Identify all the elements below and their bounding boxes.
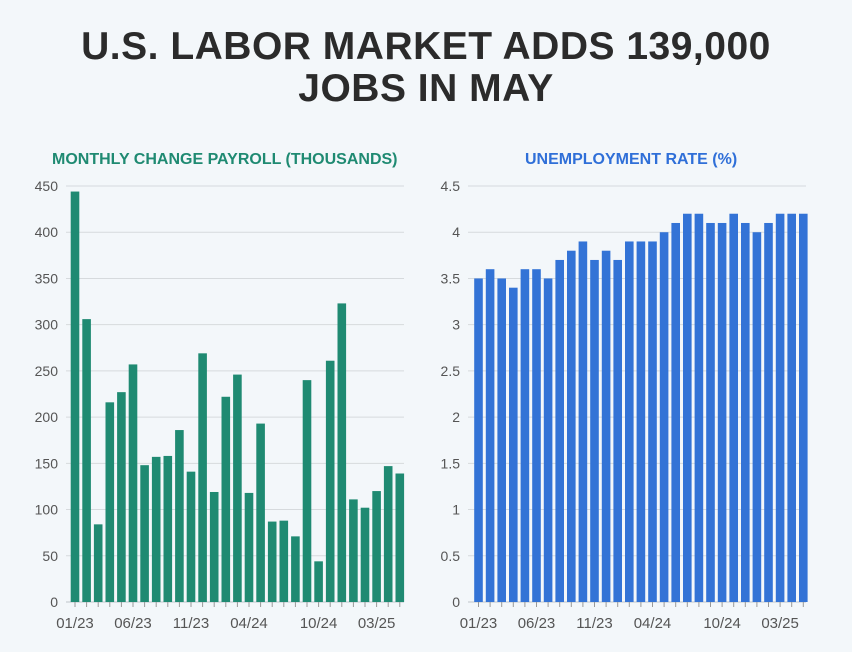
payroll-bar bbox=[383, 466, 393, 602]
payroll-ytick-label: 350 bbox=[35, 270, 59, 286]
unemployment-bar bbox=[578, 241, 588, 602]
unemployment-ytick-label: 3.5 bbox=[441, 270, 461, 286]
payroll-bar bbox=[82, 319, 91, 602]
unemployment-chart-title: UNEMPLOYMENT RATE (%) bbox=[525, 151, 738, 168]
unemployment-xtick-label: 04/24 bbox=[634, 615, 672, 632]
payroll-bar bbox=[70, 191, 80, 602]
unemployment-ytick-label: 0.5 bbox=[441, 548, 461, 564]
unemployment-bar bbox=[613, 259, 622, 602]
unemployment-xtick-label: 01/23 bbox=[460, 615, 498, 632]
payroll-bar bbox=[360, 507, 370, 602]
unemployment-bar bbox=[636, 241, 646, 602]
unemployment-ytick-label: 4.5 bbox=[441, 178, 461, 194]
payroll-bar bbox=[372, 491, 381, 602]
main-title-line2: JOBS IN MAY bbox=[298, 67, 554, 110]
payroll-bar bbox=[151, 456, 161, 602]
unemployment-bar bbox=[648, 241, 657, 602]
payroll-xtick-label: 06/23 bbox=[114, 615, 152, 632]
unemployment-bar bbox=[683, 213, 692, 602]
unemployment-xtick-label: 11/23 bbox=[576, 615, 612, 632]
unemployment-bar bbox=[509, 287, 518, 602]
payroll-bar bbox=[105, 402, 115, 602]
unemployment-bar bbox=[625, 241, 634, 602]
unemployment-bar bbox=[671, 222, 680, 602]
payroll-bar bbox=[209, 491, 219, 602]
payroll-bar bbox=[117, 392, 126, 602]
unemployment-bar bbox=[694, 213, 704, 602]
payroll-bar bbox=[140, 465, 149, 602]
payroll-bar bbox=[198, 353, 207, 602]
payroll-bar bbox=[291, 536, 300, 602]
payroll-xtick-label: 04/24 bbox=[230, 615, 268, 632]
unemployment-ytick-label: 0 bbox=[452, 594, 460, 610]
payroll-ytick-label: 100 bbox=[35, 502, 59, 518]
payroll-ytick-label: 150 bbox=[35, 455, 59, 471]
payroll-bar bbox=[395, 473, 405, 602]
payroll-ytick-label: 0 bbox=[50, 594, 58, 610]
unemployment-xtick-label: 03/25 bbox=[761, 615, 799, 632]
unemployment-bar bbox=[717, 222, 727, 602]
unemployment-bar bbox=[474, 278, 483, 602]
unemployment-bar bbox=[485, 269, 495, 602]
unemployment-bar bbox=[775, 213, 785, 602]
unemployment-bar bbox=[555, 259, 564, 602]
payroll-ytick-label: 250 bbox=[35, 363, 59, 379]
unemployment-ytick-label: 2.5 bbox=[441, 363, 461, 379]
payroll-ytick-label: 200 bbox=[35, 409, 59, 425]
unemployment-ytick-label: 1.5 bbox=[441, 455, 461, 471]
main-title: U.S. LABOR MARKET ADDS 139,000 JOBS IN M… bbox=[0, 26, 852, 110]
payroll-ytick-label: 50 bbox=[42, 548, 58, 564]
payroll-bar bbox=[325, 360, 335, 602]
unemployment-ytick-label: 3 bbox=[452, 317, 460, 333]
payroll-xtick-label: 11/23 bbox=[173, 615, 209, 632]
unemployment-bar bbox=[532, 269, 541, 602]
payroll-chart-title: MONTHLY CHANGE PAYROLL (THOUSANDS) bbox=[52, 151, 398, 168]
unemployment-bar bbox=[659, 232, 669, 602]
main-title-line1: U.S. LABOR MARKET ADDS 139,000 bbox=[81, 25, 771, 68]
unemployment-bar bbox=[520, 269, 530, 602]
unemployment-bar bbox=[706, 222, 715, 602]
payroll-bar bbox=[175, 430, 184, 602]
payroll-bar bbox=[186, 471, 196, 602]
payroll-ytick-label: 400 bbox=[35, 224, 59, 240]
unemployment-bar bbox=[799, 213, 808, 602]
payroll-bar bbox=[128, 364, 138, 602]
unemployment-bar bbox=[567, 250, 576, 602]
unemployment-ytick-label: 4 bbox=[452, 224, 460, 240]
unemployment-bar bbox=[752, 232, 762, 602]
payroll-bar bbox=[244, 492, 254, 602]
payroll-xtick-label: 01/23 bbox=[56, 615, 94, 632]
payroll-bar bbox=[349, 499, 358, 602]
payroll-bar bbox=[163, 455, 173, 602]
payroll-bar bbox=[256, 423, 265, 602]
unemployment-bar bbox=[787, 213, 796, 602]
unemployment-bar bbox=[601, 250, 611, 602]
payroll-xtick-label: 03/25 bbox=[358, 615, 396, 632]
payroll-ytick-label: 300 bbox=[35, 317, 59, 333]
unemployment-ytick-label: 1 bbox=[452, 502, 460, 518]
unemployment-ytick-label: 2 bbox=[452, 409, 460, 425]
payroll-ytick-label: 450 bbox=[35, 178, 59, 194]
unemployment-xtick-label: 10/24 bbox=[703, 615, 741, 632]
unemployment-xtick-label: 06/23 bbox=[518, 615, 556, 632]
payroll-bar bbox=[267, 521, 277, 602]
payroll-bar bbox=[93, 524, 103, 602]
unemployment-bar bbox=[497, 278, 506, 602]
unemployment-bar bbox=[764, 222, 773, 602]
unemployment-bar bbox=[543, 278, 553, 602]
unemployment-bar bbox=[590, 259, 599, 602]
payroll-xtick-label: 10/24 bbox=[300, 615, 338, 632]
unemployment-bar bbox=[729, 213, 738, 602]
payroll-bar bbox=[233, 374, 242, 602]
payroll-bar bbox=[314, 561, 323, 602]
payroll-bar bbox=[337, 303, 347, 602]
payroll-bar bbox=[279, 520, 289, 602]
payroll-bar bbox=[302, 380, 312, 602]
unemployment-bar bbox=[741, 222, 750, 602]
payroll-bar bbox=[221, 396, 231, 602]
